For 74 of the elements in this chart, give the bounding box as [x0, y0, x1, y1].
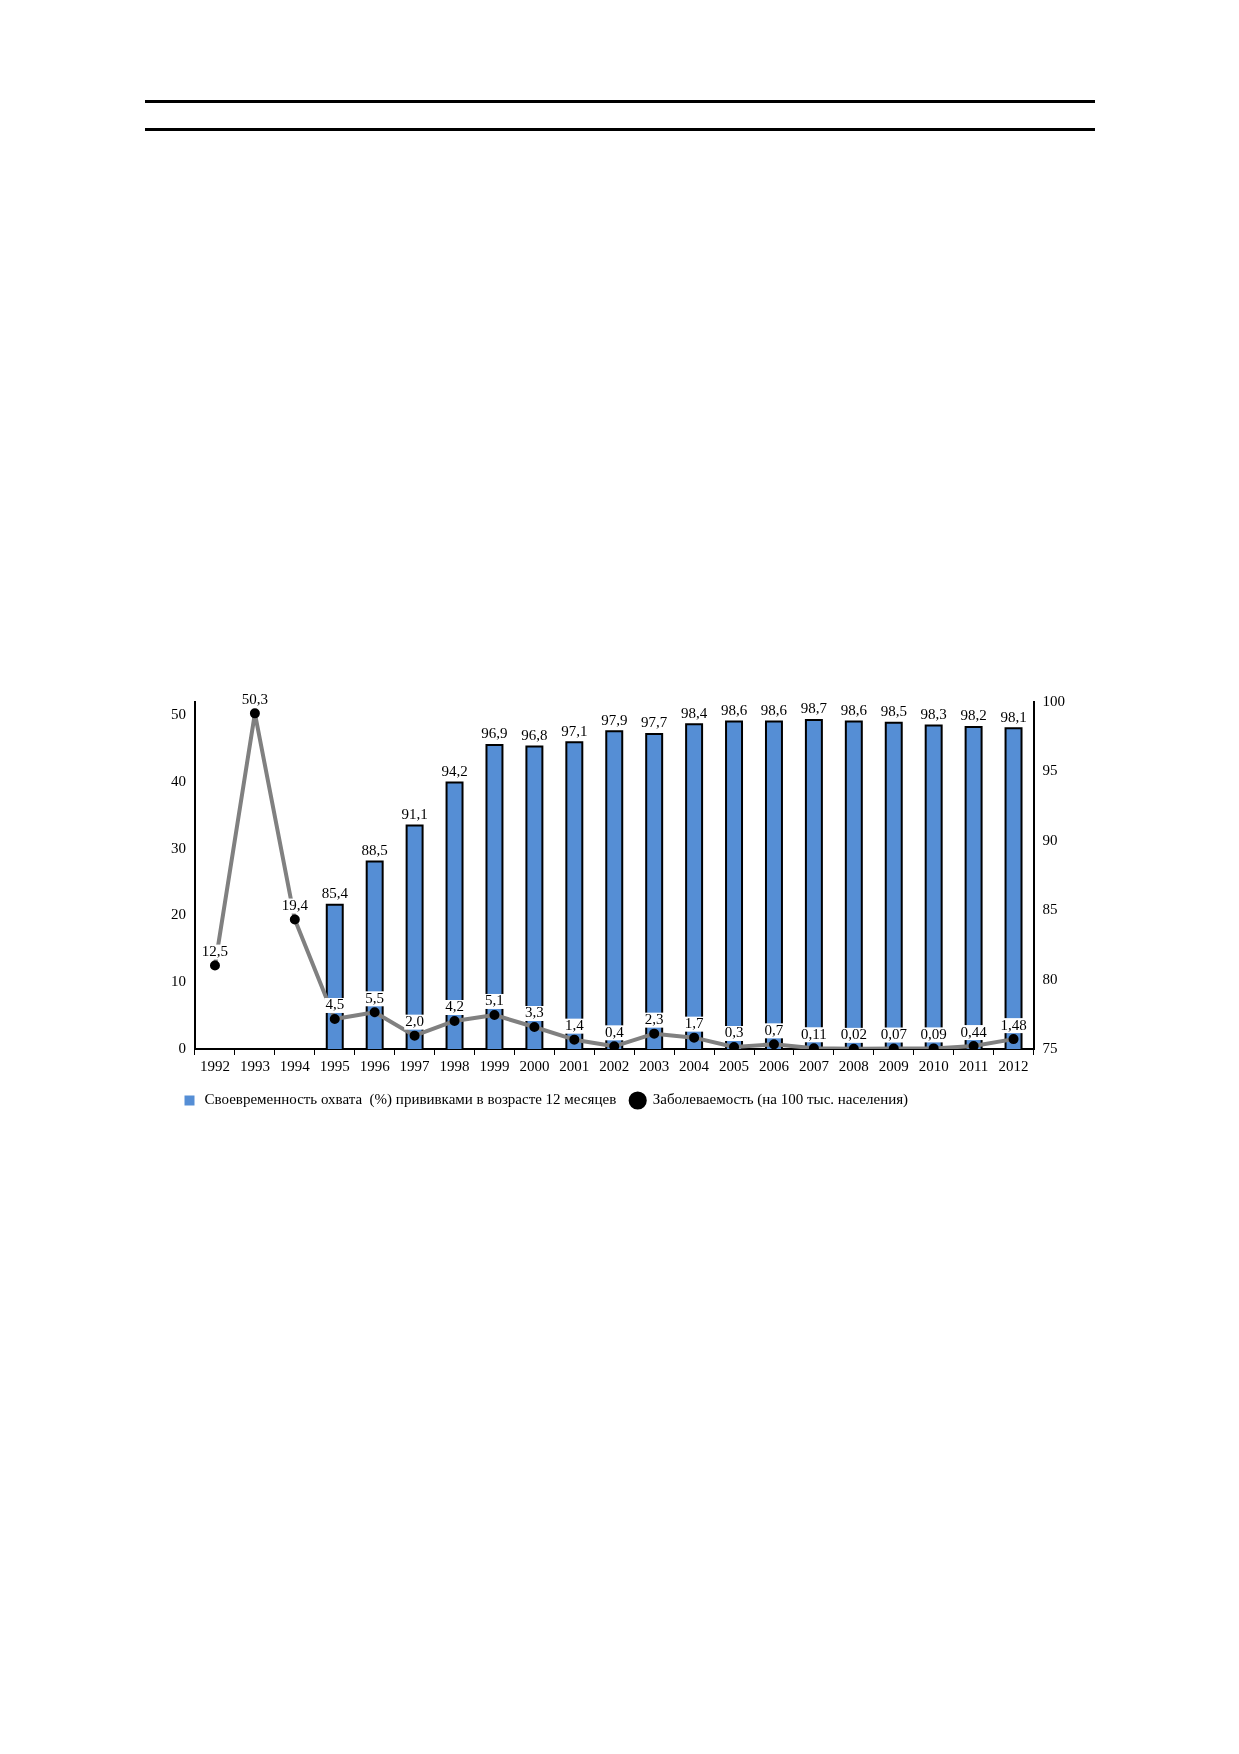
y-tick-label: 20 [171, 906, 186, 923]
x-tick-label: 1998 [439, 1057, 470, 1074]
x-tick-label: 2011 [958, 1057, 989, 1074]
data-label: 98,7 [800, 700, 828, 717]
x-tick-label: 2000 [519, 1057, 550, 1074]
data-label: 5,1 [485, 992, 504, 1009]
data-label: 1,7 [684, 1015, 704, 1032]
x-tick-label: 1995 [319, 1057, 350, 1074]
data-label: 96,8 [521, 726, 548, 743]
data-label: 0,07 [880, 1025, 908, 1042]
y2-tick-label: 95 [1042, 762, 1058, 779]
data-label: 0,44 [960, 1023, 988, 1040]
data-label: 4,2 [445, 998, 464, 1015]
x-tick-label: 2004 [679, 1057, 710, 1074]
x-tick-label: 1999 [479, 1057, 510, 1074]
data-label: 97,1 [561, 722, 588, 739]
data-label: 98,5 [880, 703, 907, 720]
x-tick-label: 1993 [239, 1057, 270, 1074]
data-label: 0,11 [801, 1025, 827, 1042]
data-label: 98,4 [680, 704, 708, 721]
data-label: 12,5 [201, 943, 229, 960]
data-label: 97,7 [641, 714, 668, 731]
x-tick-label: 2007 [798, 1057, 830, 1074]
data-label: 0,7 [764, 1021, 784, 1038]
data-label: 98,6 [840, 701, 868, 718]
x-tick-label: 2006 [758, 1057, 790, 1074]
data-label: 0,09 [920, 1025, 947, 1042]
y-tick-label: 30 [171, 839, 186, 856]
x-tick-label: 2005 [719, 1057, 750, 1074]
data-label: 0,4 [604, 1023, 625, 1040]
y2-tick-label: 85 [1042, 901, 1058, 918]
data-label: 19,4 [281, 896, 309, 913]
y2-tick-label: 75 [1042, 1039, 1058, 1056]
x-tick-label: 2012 [998, 1057, 1029, 1074]
data-label: 85,4 [321, 885, 349, 902]
data-label: 3,3 [525, 1004, 544, 1021]
x-tick-label: 2008 [838, 1057, 869, 1074]
data-label: 5,5 [365, 989, 385, 1006]
x-tick-label: 2001 [559, 1057, 590, 1074]
x-tick-label: 1996 [359, 1057, 391, 1074]
legend-label: Своевременность охвата (%) прививками в возрасте 12 месяцев [204, 1091, 617, 1109]
data-label: 98,1 [1000, 708, 1027, 725]
data-label: 98,2 [960, 707, 987, 724]
y2-tick-label: 90 [1042, 831, 1058, 848]
data-label: 0,02 [840, 1026, 867, 1043]
legend-label: Заболеваемость (на 100 тыс. населения) [652, 1091, 909, 1109]
data-label: 98,3 [920, 706, 947, 723]
data-label: 0,3 [724, 1024, 744, 1041]
data-label: 94,2 [441, 762, 468, 779]
data-label: 88,5 [361, 842, 388, 859]
x-tick-label: 2002 [599, 1057, 630, 1074]
data-label: 2,0 [405, 1013, 424, 1030]
y-tick-label: 50 [171, 706, 186, 723]
data-label: 50,3 [241, 690, 269, 707]
x-tick-label: 1992 [199, 1057, 230, 1074]
y-tick-label: 10 [171, 973, 186, 990]
data-label: 91,1 [401, 805, 428, 822]
x-tick-label: 1994 [279, 1057, 311, 1074]
data-label: 97,9 [601, 711, 628, 728]
data-label: 4,5 [325, 996, 345, 1013]
x-tick-label: 1997 [399, 1057, 431, 1074]
x-tick-label: 2009 [878, 1057, 909, 1074]
y-tick-label: 40 [171, 773, 186, 790]
data-label: 98,6 [760, 701, 788, 718]
data-label: 1,48 [1000, 1016, 1027, 1033]
data-label: 2,3 [644, 1011, 664, 1028]
data-label: 96,9 [481, 725, 508, 742]
x-tick-label: 2010 [918, 1057, 949, 1074]
y2-tick-label: 100 [1042, 692, 1065, 709]
data-label: 98,6 [720, 701, 748, 718]
y2-tick-label: 80 [1042, 970, 1058, 987]
y-tick-label: 0 [178, 1039, 186, 1056]
x-tick-label: 2003 [639, 1057, 670, 1074]
data-label: 1,4 [564, 1017, 585, 1034]
